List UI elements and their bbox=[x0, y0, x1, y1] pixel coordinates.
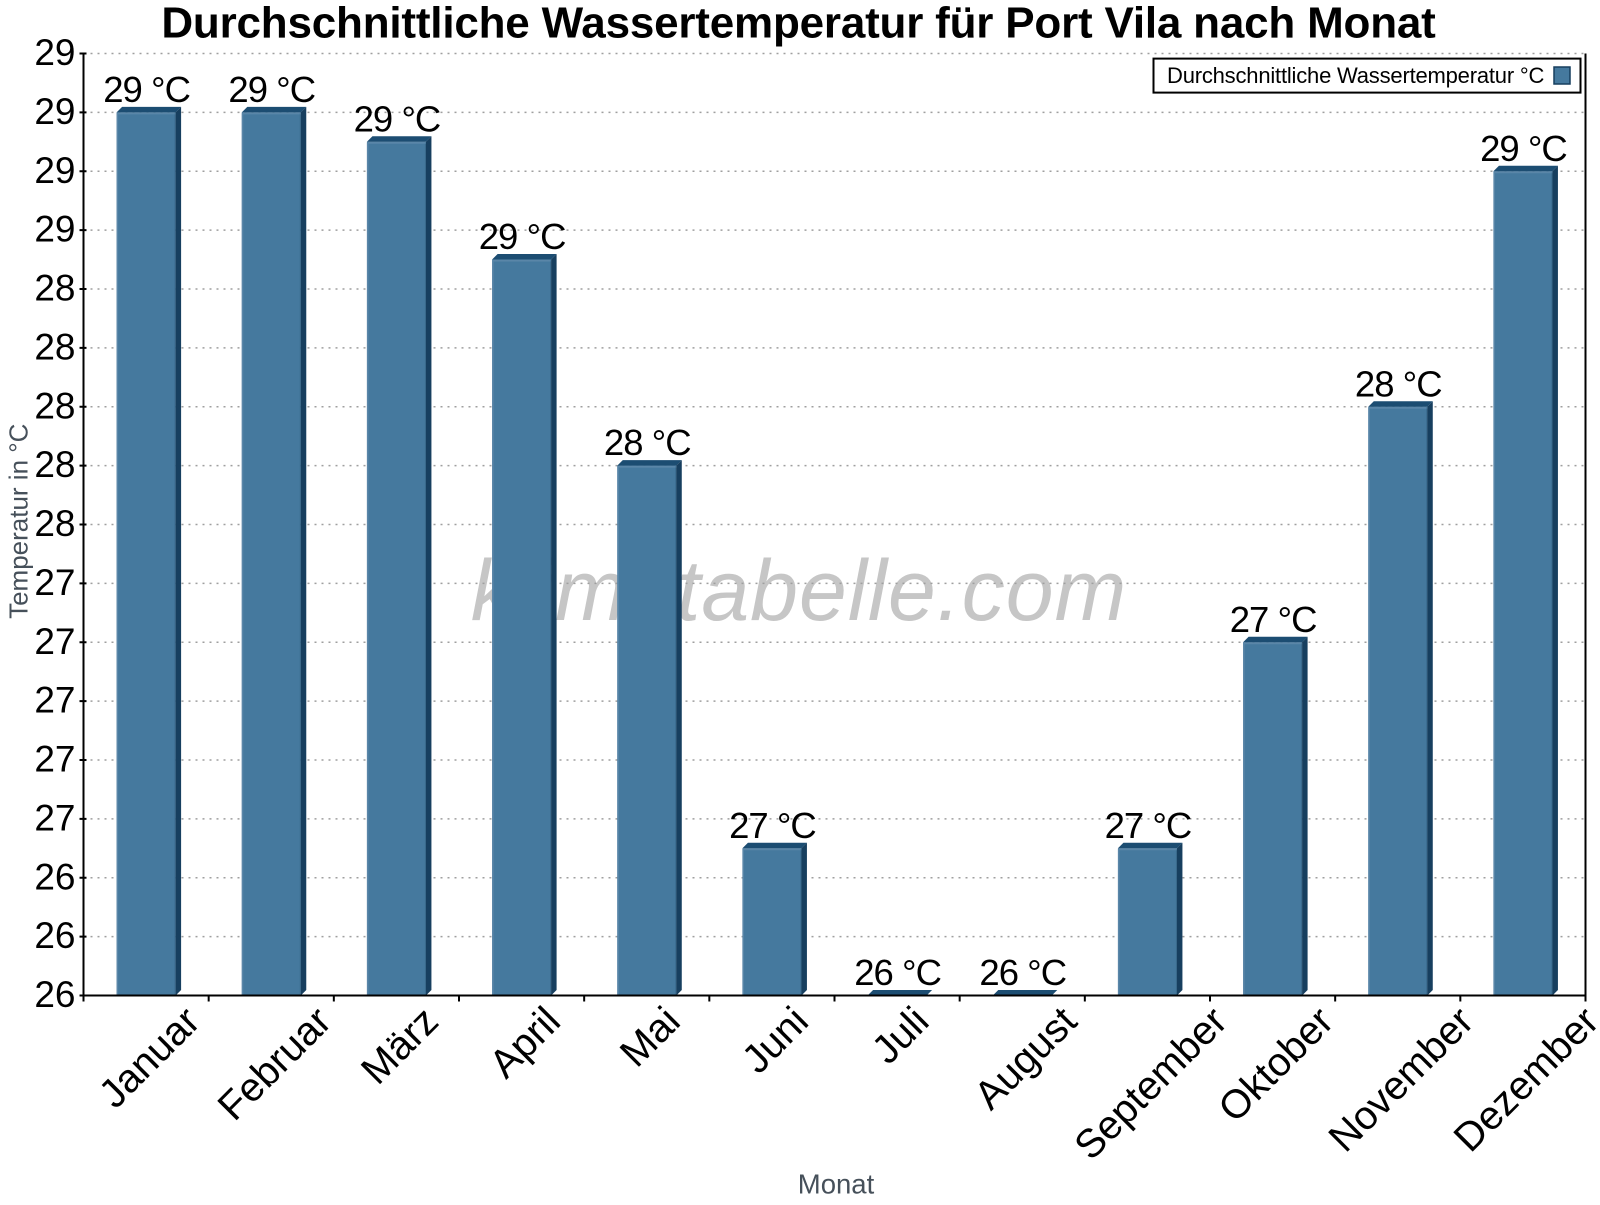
svg-text:26: 26 bbox=[34, 974, 75, 1015]
svg-text:27: 27 bbox=[34, 621, 75, 662]
svg-text:Durchschnittliche Wassertemper: Durchschnittliche Wassertemperatur °C bbox=[1167, 63, 1544, 88]
svg-text:26 °C: 26 °C bbox=[979, 952, 1066, 993]
svg-text:29: 29 bbox=[34, 91, 75, 132]
svg-text:29 °C: 29 °C bbox=[103, 69, 190, 110]
svg-text:Durchschnittliche Wassertemper: Durchschnittliche Wassertemperatur für P… bbox=[161, 0, 1436, 48]
svg-text:28: 28 bbox=[34, 385, 75, 426]
svg-text:28 °C: 28 °C bbox=[1355, 363, 1442, 404]
svg-text:klimatabelle.com: klimatabelle.com bbox=[471, 543, 1127, 639]
svg-text:28: 28 bbox=[34, 268, 75, 309]
svg-text:28 °C: 28 °C bbox=[604, 422, 691, 463]
svg-text:27: 27 bbox=[34, 562, 75, 603]
svg-text:27: 27 bbox=[34, 680, 75, 721]
svg-text:26 °C: 26 °C bbox=[854, 952, 941, 993]
svg-text:27: 27 bbox=[34, 739, 75, 780]
svg-text:28: 28 bbox=[34, 444, 75, 485]
svg-text:27: 27 bbox=[34, 797, 75, 838]
svg-text:29: 29 bbox=[34, 32, 75, 73]
svg-text:29 °C: 29 °C bbox=[479, 216, 566, 257]
svg-text:29: 29 bbox=[34, 209, 75, 250]
svg-text:28: 28 bbox=[34, 326, 75, 367]
svg-text:27 °C: 27 °C bbox=[1105, 805, 1192, 846]
svg-text:26: 26 bbox=[34, 856, 75, 897]
svg-text:Temperatur in °C: Temperatur in °C bbox=[4, 424, 34, 619]
svg-text:27 °C: 27 °C bbox=[1230, 599, 1317, 640]
svg-text:29 °C: 29 °C bbox=[354, 98, 441, 139]
svg-text:29 °C: 29 °C bbox=[228, 69, 315, 110]
svg-text:28: 28 bbox=[34, 503, 75, 544]
svg-text:26: 26 bbox=[34, 915, 75, 956]
svg-text:27 °C: 27 °C bbox=[729, 805, 816, 846]
svg-text:29: 29 bbox=[34, 150, 75, 191]
svg-text:29 °C: 29 °C bbox=[1480, 128, 1567, 169]
svg-text:Monat: Monat bbox=[798, 1169, 875, 1200]
